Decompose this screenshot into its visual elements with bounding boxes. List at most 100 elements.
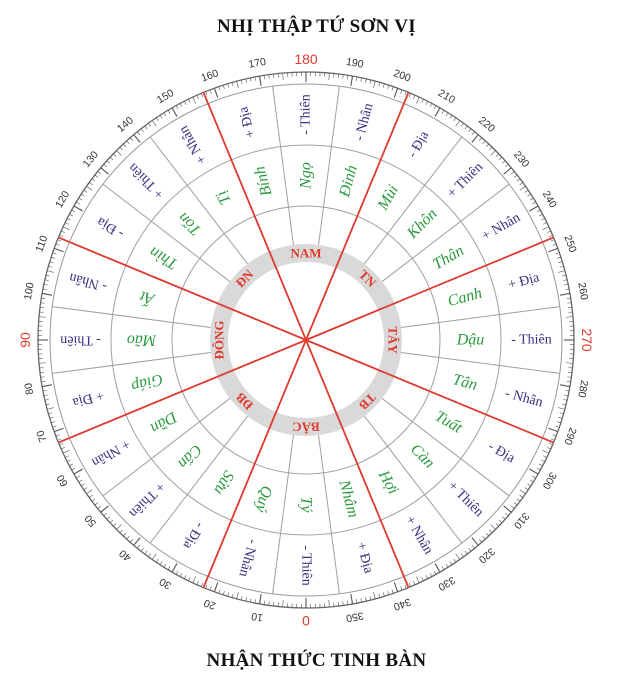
degree-tick xyxy=(40,376,45,378)
degree-tick xyxy=(137,131,141,136)
degree-tick xyxy=(53,427,64,433)
degree-tick xyxy=(556,256,561,259)
degree-tick xyxy=(519,186,526,191)
degree-label: 240 xyxy=(540,189,559,210)
degree-tick xyxy=(78,479,83,483)
degree-tick xyxy=(478,137,483,141)
degree-tick xyxy=(42,288,47,290)
degree-tick xyxy=(76,475,80,479)
degree-label: 110 xyxy=(33,234,50,254)
polarity-label: - Nhân xyxy=(68,269,109,293)
degree-tick xyxy=(76,201,80,205)
degree-tick xyxy=(222,590,225,595)
degree-tick xyxy=(433,105,437,110)
degree-tick xyxy=(564,394,569,397)
degree-tick xyxy=(91,498,96,502)
sector-divider xyxy=(401,352,560,374)
degree-tick xyxy=(133,134,141,143)
degree-tick xyxy=(218,589,221,594)
degree-tick xyxy=(404,584,407,589)
polarity-label: + Địa xyxy=(236,104,259,139)
degree-tick xyxy=(478,539,483,543)
degree-tick xyxy=(373,81,376,88)
degree-tick xyxy=(137,544,141,549)
degree-tick xyxy=(413,95,416,99)
degree-tick xyxy=(550,239,555,242)
degree-tick xyxy=(61,230,65,233)
degree-tick xyxy=(81,193,85,197)
degree-tick xyxy=(416,96,420,104)
mountain-label: Mão xyxy=(127,332,157,349)
degree-label: 320 xyxy=(476,545,497,566)
degree-tick xyxy=(408,93,411,98)
degree-tick xyxy=(51,256,56,259)
degree-tick xyxy=(498,157,503,161)
degree-tick xyxy=(434,107,441,117)
degree-tick xyxy=(148,553,152,557)
degree-tick xyxy=(159,561,163,565)
degree-label: 210 xyxy=(436,87,457,106)
degree-tick xyxy=(464,550,468,555)
direction-label: BẮC xyxy=(292,420,319,435)
degree-tick xyxy=(41,384,53,388)
degree-tick xyxy=(236,592,239,599)
degree-tick xyxy=(201,93,204,98)
degree-tick xyxy=(552,243,557,246)
polarity-label: + Nhân xyxy=(89,436,133,470)
degree-tick xyxy=(558,416,563,419)
degree-tick xyxy=(559,292,571,296)
mountain-label: Mùi xyxy=(374,182,402,214)
degree-tick xyxy=(519,182,523,186)
degree-tick xyxy=(78,197,83,201)
polarity-label: + Thiên xyxy=(126,479,168,521)
degree-tick xyxy=(249,77,252,82)
degree-tick xyxy=(566,381,571,383)
degree-tick xyxy=(89,494,93,498)
degree-tick xyxy=(550,438,555,441)
degree-tick xyxy=(163,563,167,568)
mountain-label: Đinh xyxy=(336,163,361,199)
polarity-label: - Thiên xyxy=(299,94,314,135)
degree-tick xyxy=(73,468,83,475)
polarity-label: - Địa xyxy=(94,213,127,241)
degree-tick xyxy=(254,599,256,604)
degree-tick xyxy=(468,128,472,133)
degree-label: 220 xyxy=(476,115,497,136)
degree-tick xyxy=(81,483,85,487)
degree-tick xyxy=(55,243,60,246)
polarity-ring xyxy=(110,144,502,536)
degree-tick xyxy=(536,209,541,213)
degree-tick xyxy=(516,498,521,502)
degree-label: 140 xyxy=(115,114,136,135)
degree-tick xyxy=(71,209,76,213)
polarity-label: - Thiên xyxy=(511,333,552,348)
degree-tick xyxy=(205,584,208,589)
degree-tick xyxy=(179,103,183,108)
degree-tick xyxy=(69,463,74,467)
degree-tick xyxy=(548,427,559,433)
degree-tick xyxy=(562,403,567,406)
degree-tick xyxy=(360,598,363,603)
degree-tick xyxy=(43,394,48,397)
degree-tick xyxy=(231,593,234,598)
degree-tick xyxy=(559,412,564,415)
direction-boundary-line xyxy=(202,92,307,341)
degree-label: 80 xyxy=(22,382,36,396)
mountain-label: Cấn xyxy=(174,441,205,472)
sector-divider xyxy=(381,183,510,282)
degree-tick xyxy=(222,85,225,90)
polarity-label: - Địa xyxy=(179,519,207,552)
degree-tick xyxy=(148,123,152,127)
degree-tick xyxy=(565,390,570,392)
degree-tick xyxy=(188,577,191,582)
degree-tick xyxy=(563,399,568,401)
degree-tick xyxy=(282,72,284,81)
degree-tick xyxy=(263,75,265,80)
degree-tick xyxy=(529,479,534,483)
degree-tick xyxy=(556,421,561,424)
degree-tick xyxy=(567,302,572,304)
degree-tick xyxy=(40,302,45,304)
degree-tick xyxy=(429,572,433,577)
degree-tick xyxy=(503,167,512,175)
mountain-label: Khôn xyxy=(403,205,440,242)
